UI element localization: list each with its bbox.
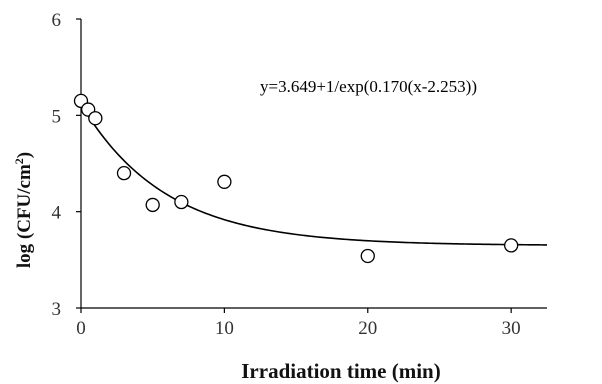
data-point xyxy=(174,194,189,210)
y-axis-title-main: log (CFU/cm xyxy=(14,164,35,268)
y-tick-label: 6 xyxy=(52,10,62,31)
x-tick-label: 10 xyxy=(215,318,234,339)
fit-equation-annotation: y=3.649+1/exp(0.170(x-2.253)) xyxy=(260,77,477,96)
x-axis-ticks: 0 10 20 30 xyxy=(76,308,521,339)
data-point xyxy=(88,111,103,126)
data-point xyxy=(360,248,375,264)
y-tick-label: 5 xyxy=(52,106,62,127)
x-tick-label: 20 xyxy=(358,318,377,339)
x-tick-label: 0 xyxy=(76,318,86,339)
y-axis-title-superscript: 2 xyxy=(12,158,26,164)
y-axis-title-close: ) xyxy=(14,152,35,158)
y-axis-title: log (CFU/cm2) xyxy=(12,152,35,268)
y-tick-label: 4 xyxy=(52,203,62,224)
data-point xyxy=(116,165,132,181)
y-tick-label: 3 xyxy=(52,299,62,320)
x-axis-title: Irradiation time (min) xyxy=(241,359,440,383)
data-point xyxy=(504,238,519,253)
data-point xyxy=(217,174,232,189)
x-tick-label: 30 xyxy=(502,318,521,339)
data-point xyxy=(145,197,160,213)
data-points xyxy=(73,93,519,264)
fit-curve xyxy=(80,103,548,246)
y-axis-ticks: 3 4 5 6 xyxy=(52,10,81,320)
